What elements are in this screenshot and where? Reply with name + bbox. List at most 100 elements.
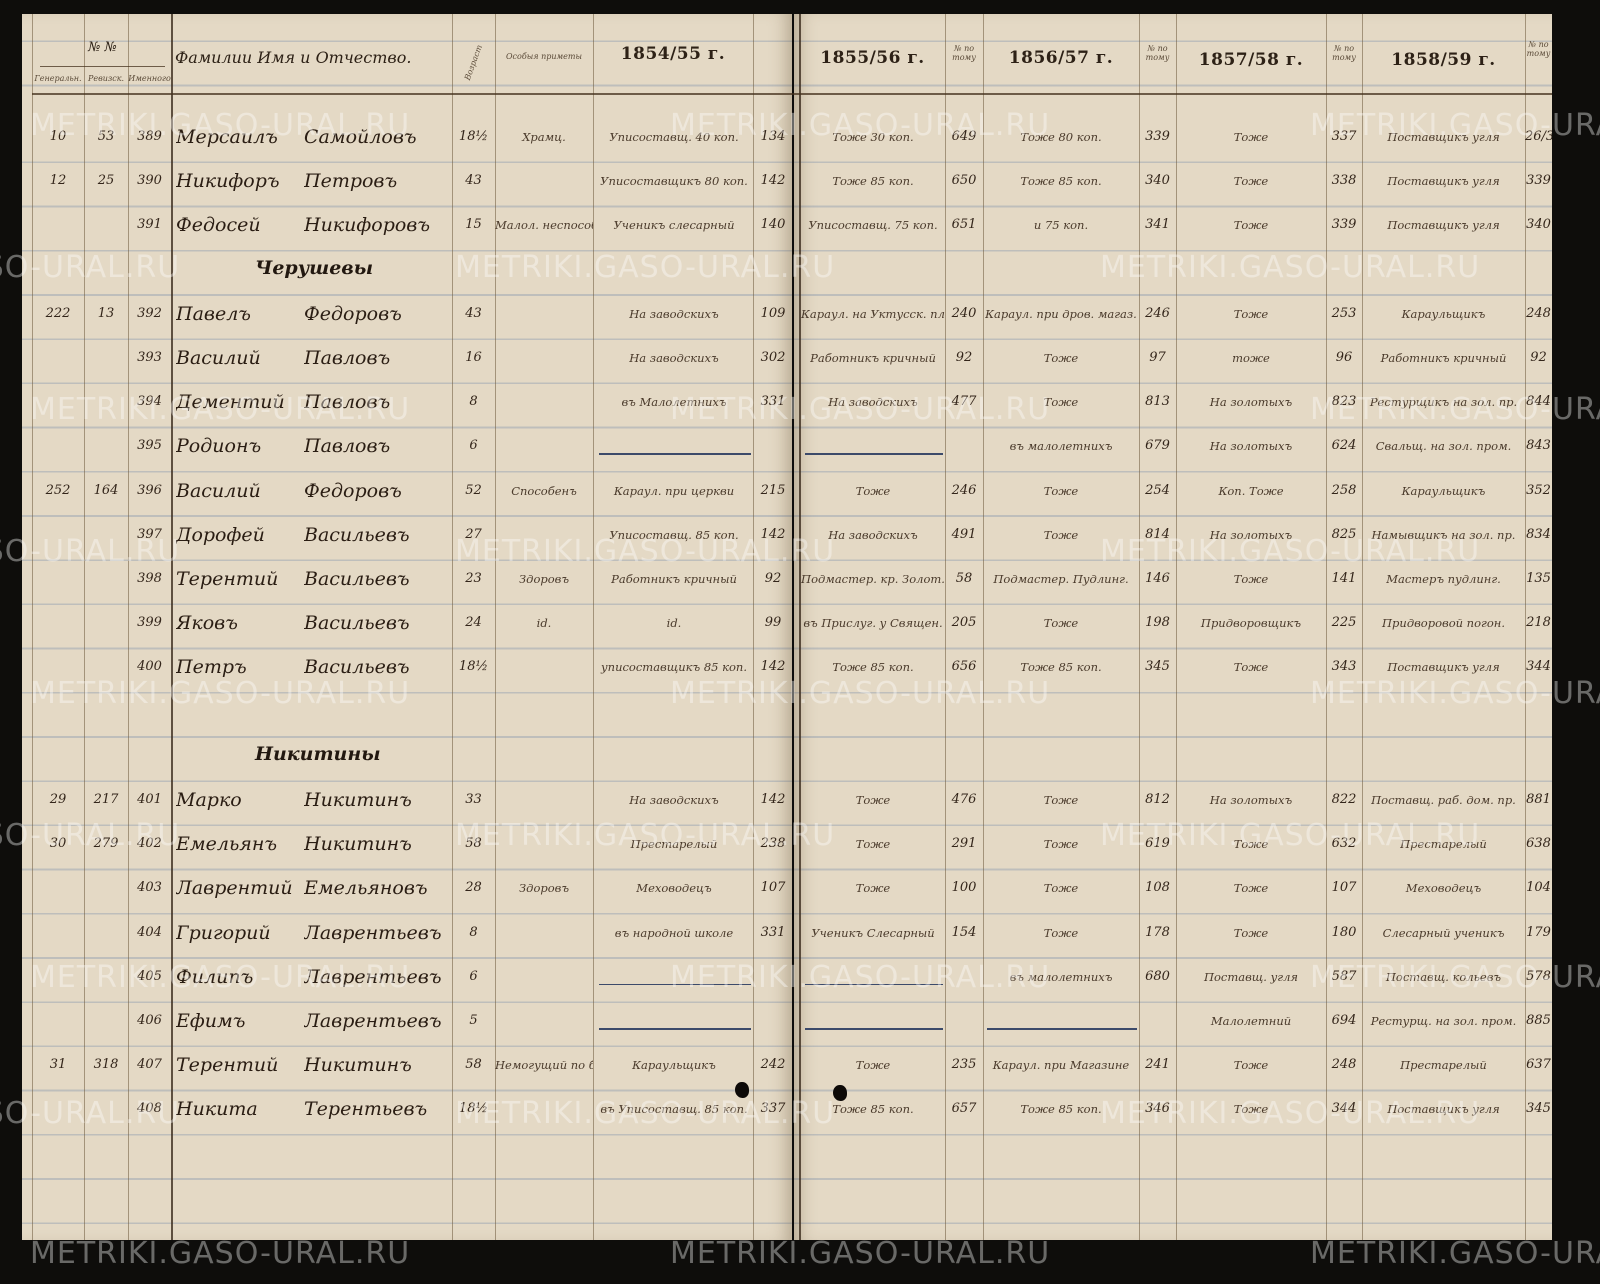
volume-no-1856: 198	[1145, 615, 1170, 631]
table-row: 252 164 396 Василий Федоровъ 52 Способенъ Карау…	[0, 476, 1600, 506]
age: 6	[469, 438, 478, 454]
volume-no-1858: 638	[1526, 836, 1551, 852]
occupation-1858: Меховодецъ	[1405, 881, 1482, 896]
occupation-1854: въ Малолетнихъ	[621, 395, 727, 410]
number-revision	[84, 387, 128, 417]
volume-no-1857: 253	[1331, 305, 1357, 321]
patronymic: Никитинъ	[304, 789, 412, 811]
number-general	[32, 343, 84, 373]
occupation-1858: Работникъ кричный	[1380, 351, 1507, 365]
occupation-1854: Меховодецъ	[636, 881, 712, 896]
occupation-1858: Намывщикъ на зол. пр.	[1371, 527, 1516, 542]
status-note	[495, 343, 593, 373]
left-page	[22, 14, 792, 1240]
number-nominal: 403	[137, 880, 162, 896]
volume-no-1857: 587	[1331, 968, 1357, 984]
header-volume-no: № по тому	[952, 44, 976, 62]
status-note	[495, 299, 593, 329]
occupation-1855: Работникъ кричный	[810, 351, 936, 365]
header-volume-no: № по тому	[1145, 44, 1170, 62]
occupation-1854: На заводскихъ	[629, 793, 719, 807]
status-note	[495, 520, 593, 550]
volume-no-1858: 340	[1526, 217, 1551, 233]
volume-no-1854: 109	[760, 305, 786, 321]
volume-no-1856	[1139, 1006, 1176, 1036]
volume-no-1856: 345	[1145, 659, 1170, 675]
first-name: Лаврентий	[176, 877, 293, 900]
patronymic: Васильевъ	[304, 523, 410, 546]
occupation-1856: Тоже	[1043, 395, 1079, 410]
number-nominal: 404	[137, 924, 162, 940]
first-name: Павелъ	[176, 302, 251, 325]
occupation-1856: Тоже	[1043, 793, 1079, 807]
occupation-1855: Тоже 85 коп.	[832, 174, 914, 189]
column-rule	[84, 14, 85, 1240]
number-nominal: 397	[137, 526, 162, 542]
status-note	[495, 387, 593, 417]
occupation-1855: На заводскихъ	[828, 527, 918, 542]
volume-no-1856: 341	[1145, 217, 1170, 233]
volume-no-1856: 813	[1145, 394, 1170, 410]
occupation-1858: Поставщикъ угля	[1387, 660, 1500, 675]
occupation-1854	[595, 431, 753, 461]
status-note	[495, 431, 593, 461]
patronymic: Васильевъ	[304, 568, 410, 590]
volume-no-1858: 578	[1526, 968, 1551, 984]
occupation-1854: въ Уписоставщ. 85 коп.	[600, 1102, 748, 1117]
occupation-1858: Свальщ. на зол. пром.	[1375, 439, 1512, 454]
volume-no-1858: 179	[1526, 924, 1551, 940]
number-revision	[84, 873, 128, 903]
occupation-1858: Престарелый	[1400, 837, 1487, 852]
age: 8	[469, 394, 478, 410]
first-name: Мерсаилъ	[176, 126, 278, 148]
occupation-1855: Ученикъ Слесарный	[811, 925, 935, 940]
header-year-1856: 1856/57 г.	[1008, 48, 1114, 68]
table-row: 408 Никита Терентьевъ 18½ въ Уписоставщ. 85 …	[0, 1094, 1600, 1124]
occupation-1856: въ малолетнихъ	[1009, 439, 1113, 454]
volume-no-1855: 92	[955, 350, 973, 365]
occupation-1856: Подмастер. Пудлинг.	[993, 572, 1129, 586]
right-page	[794, 14, 1552, 1240]
number-nominal: 405	[137, 968, 162, 984]
number-nominal: 392	[137, 305, 162, 321]
occupation-1857: На золотыхъ	[1209, 395, 1293, 410]
number-general	[32, 387, 84, 417]
patronymic: Васильевъ	[304, 612, 410, 635]
volume-no-1856: 97	[1149, 350, 1166, 365]
header-status: Особыя приметы	[506, 52, 582, 61]
patronymic: Павловъ	[304, 391, 391, 414]
age: 18½	[458, 1101, 489, 1117]
number-revision	[84, 1094, 128, 1124]
volume-no-1855: 291	[951, 836, 977, 852]
volume-no-1855: 205	[951, 615, 977, 631]
number-revision	[84, 962, 128, 992]
age: 58	[465, 836, 482, 852]
volume-no-1857: 141	[1331, 571, 1357, 586]
number-nominal: 395	[137, 438, 162, 454]
number-general	[32, 962, 84, 992]
number-general: 10	[49, 129, 67, 144]
occupation-1854: Уписоставщикъ 80 коп.	[600, 174, 748, 189]
occupation-1854: Уписоставщ. 85 коп.	[609, 527, 739, 542]
volume-no-1858: 26/338	[1525, 129, 1552, 144]
occupation-1858: Поставщ. кольевъ	[1385, 969, 1502, 984]
volume-no-1854	[753, 962, 793, 992]
volume-no-1855: 235	[951, 1057, 977, 1073]
number-general	[32, 873, 84, 903]
occupation-1856: Тоже	[1043, 483, 1079, 498]
table-row: 222 13 392 Павелъ Федоровъ 43 На заводскихъ 109…	[0, 299, 1600, 329]
patronymic: Федоровъ	[304, 479, 402, 502]
status-note	[495, 166, 593, 196]
occupation-1854: въ народной школе	[614, 925, 734, 940]
status-note	[495, 1094, 593, 1124]
occupation-1855	[801, 1006, 945, 1036]
table-row: 403 Лаврентий Емельяновъ 28 Здоровъ Меховодец…	[0, 873, 1600, 903]
status-note: Немогущий по болезни	[495, 1058, 593, 1073]
header-volume-no: № по тому	[1526, 40, 1551, 58]
occupation-1857: Тоже	[1233, 174, 1269, 189]
first-name: Филипъ	[176, 965, 254, 988]
number-nominal: 400	[137, 659, 162, 675]
volume-no-1855	[945, 962, 983, 992]
first-name: Терентий	[176, 568, 279, 590]
header-subrule	[40, 66, 165, 67]
